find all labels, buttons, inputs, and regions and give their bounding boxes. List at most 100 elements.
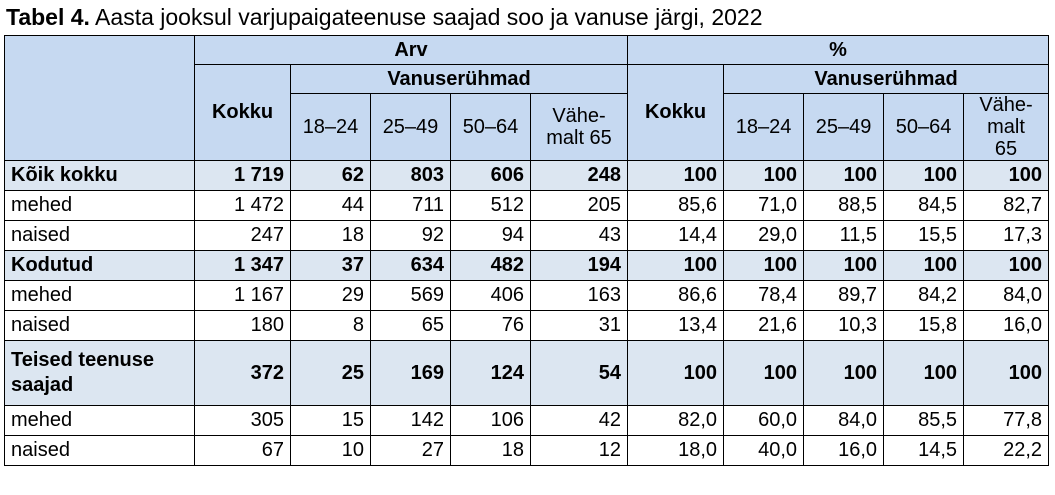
table-cell: 37 (290, 250, 371, 281)
table-cell: 1 347 (194, 250, 291, 281)
table-cell: 14,5 (883, 435, 965, 466)
row-label: naised (4, 435, 195, 466)
table-cell: 180 (194, 310, 291, 341)
table-cell: 100 (723, 250, 805, 281)
table-cell: 29,0 (723, 220, 805, 251)
table-cell: 16,0 (803, 435, 885, 466)
table-cell: 100 (627, 160, 725, 191)
table-cell: 22,2 (963, 435, 1050, 466)
table-cell: 100 (803, 250, 885, 281)
row-label: Teised teenuse saajad (4, 340, 195, 406)
table-cell: 634 (370, 250, 451, 281)
table-cell: 100 (723, 160, 805, 191)
row-label: mehed (4, 190, 195, 221)
table-header: Arv % Kokku Vanuserühmad Kokku Vanuserüh… (4, 35, 1050, 161)
table-row: naised 67 10 27 18 12 18,0 40,0 16,0 14,5 22,2 (4, 435, 1050, 466)
header-age-65-arv: Vähe- malt 65 (529, 93, 629, 161)
table-row: mehed 1 167 29 569 406 163 86,6 78,4 89,7 84,2 84,… (4, 280, 1050, 311)
table-cell: 88,5 (803, 190, 885, 221)
table-cell: 25 (290, 340, 371, 406)
table-cell: 169 (370, 340, 451, 406)
table-cell: 15 (290, 405, 371, 436)
header-age-arv: 18–24 (290, 93, 371, 161)
table-cell: 85,5 (883, 405, 965, 436)
table-cell: 372 (194, 340, 291, 406)
table-cell: 16,0 (963, 310, 1050, 341)
table-row: Teised teenuse saajad 372 25 169 124 54 100 100… (4, 340, 1050, 406)
table-cell: 85,6 (627, 190, 725, 221)
table-cell: 86,6 (627, 280, 725, 311)
table-caption: Aasta jooksul varjupaigateenuse saajad s… (89, 4, 763, 30)
table-row: Kodutud 1 347 37 634 482 194 100 100 100 100 100 (4, 250, 1050, 281)
header-arv: Arv (193, 35, 629, 65)
table-cell: 8 (290, 310, 371, 341)
table-cell: 163 (529, 280, 629, 311)
data-table: Arv % Kokku Vanuserühmad Kokku Vanuserüh… (4, 35, 1050, 466)
row-label: Kõik kokku (4, 160, 195, 191)
table-number: Tabel 4. (6, 4, 90, 30)
table-cell: 100 (627, 250, 725, 281)
table-cell: 100 (963, 250, 1050, 281)
header-kokku-pct: Kokku (627, 64, 725, 161)
table-cell: 44 (290, 190, 371, 221)
table-cell: 18,0 (627, 435, 725, 466)
table-cell: 71,0 (723, 190, 805, 221)
table-cell: 43 (529, 220, 629, 251)
row-label: Kodutud (4, 250, 195, 281)
table-cell: 27 (370, 435, 451, 466)
table-cell: 40,0 (723, 435, 805, 466)
table-title: Tabel 4. Aasta jooksul varjupaigateenuse… (6, 2, 763, 32)
table-cell: 29 (290, 280, 371, 311)
table-cell: 92 (370, 220, 451, 251)
table-cell: 84,2 (883, 280, 965, 311)
table-cell: 18 (450, 435, 531, 466)
table-cell: 78,4 (723, 280, 805, 311)
table-cell: 512 (450, 190, 531, 221)
table-cell: 100 (883, 160, 965, 191)
table-row: mehed 305 15 142 106 42 82,0 60,0 84,0 85,5 77,8 (4, 405, 1050, 436)
table-cell: 100 (963, 340, 1050, 406)
table-cell: 194 (529, 250, 629, 281)
table-cell: 100 (803, 160, 885, 191)
table-cell: 13,4 (627, 310, 725, 341)
table-body: Kõik kokku 1 719 62 803 606 248 100 100 100 100 10… (4, 160, 1050, 466)
table-cell: 247 (194, 220, 291, 251)
table-cell: 60,0 (723, 405, 805, 436)
row-label: mehed (4, 405, 195, 436)
table-cell: 248 (529, 160, 629, 191)
table-cell: 482 (450, 250, 531, 281)
header-percent: % (627, 35, 1050, 65)
table-row: Kõik kokku 1 719 62 803 606 248 100 100 100 100 10… (4, 160, 1050, 191)
table-cell: 17,3 (963, 220, 1050, 251)
table-cell: 62 (290, 160, 371, 191)
table-cell: 54 (529, 340, 629, 406)
table-cell: 305 (194, 405, 291, 436)
table-cell: 10 (290, 435, 371, 466)
table-cell: 569 (370, 280, 451, 311)
table-row: naised 180 8 65 76 31 13,4 21,6 10,3 15,8 16,0 (4, 310, 1050, 341)
table-cell: 100 (723, 340, 805, 406)
table-cell: 76 (450, 310, 531, 341)
table-cell: 14,4 (627, 220, 725, 251)
table-cell: 100 (803, 340, 885, 406)
table-cell: 1 167 (194, 280, 291, 311)
table-cell: 1 719 (194, 160, 291, 191)
table-cell: 11,5 (803, 220, 885, 251)
table-cell: 84,0 (963, 280, 1050, 311)
table-cell: 89,7 (803, 280, 885, 311)
table-cell: 10,3 (803, 310, 885, 341)
table-cell: 15,5 (883, 220, 965, 251)
table-cell: 82,0 (627, 405, 725, 436)
table-cell: 31 (529, 310, 629, 341)
header-age-pct: 50–64 (883, 93, 965, 161)
table-cell: 12 (529, 435, 629, 466)
header-age-arv: 50–64 (450, 93, 531, 161)
row-label: mehed (4, 280, 195, 311)
row-label: naised (4, 220, 195, 251)
table-cell: 21,6 (723, 310, 805, 341)
table-cell: 100 (883, 340, 965, 406)
header-age-pct: 25–49 (803, 93, 885, 161)
header-vanuseruhmad-arv: Vanuserühmad (289, 64, 629, 94)
table-cell: 406 (450, 280, 531, 311)
header-vanuseruhmad-pct: Vanuserühmad (723, 64, 1050, 94)
